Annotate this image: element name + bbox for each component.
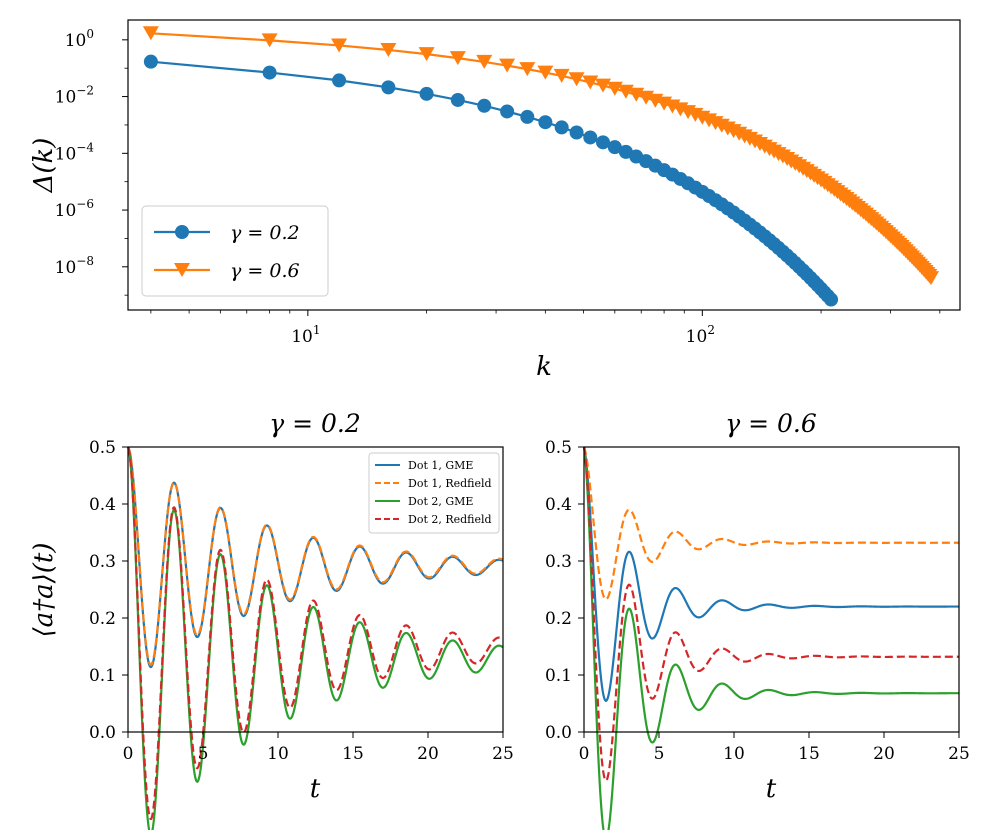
y-tick-label: 10−8 [55, 254, 94, 278]
x-tick-label: 5 [198, 744, 209, 764]
y-tick-label: 0.3 [89, 552, 116, 572]
data-point-gamma02 [538, 115, 553, 130]
data-point-gamma02 [554, 120, 569, 135]
y-tick-label: 0.0 [545, 723, 572, 743]
x-tick-label: 10 [723, 744, 745, 764]
data-point-gamma02 [381, 80, 396, 95]
y-tick-label: 0.5 [545, 438, 572, 458]
bottom-left-legend-box [368, 452, 500, 534]
bottom-right-title: γ = 0.6 [725, 409, 817, 438]
legend-label-gamma06: γ = 0.6 [230, 260, 300, 282]
data-point-gamma06 [142, 26, 159, 41]
data-point-gamma06 [537, 65, 554, 80]
legend-marker-gamma02 [175, 225, 189, 239]
y-tick-label: 10−4 [55, 140, 95, 164]
bottom-right-plot-frame [583, 446, 960, 733]
legend-label-dot2-gme: Dot 2, GME [408, 495, 473, 508]
data-point-gamma06 [519, 62, 536, 77]
data-point-gamma06 [568, 72, 585, 87]
legend-label-dot2-redfield: Dot 2, Redfield [408, 513, 492, 526]
bottom-left-ticks: 0 5 10 15 20 25 0.0 0.1 0.2 0.3 0.4 0.5 [89, 438, 514, 764]
top-xlabel: k [536, 352, 552, 382]
bottom-right-xlabel: t [766, 774, 777, 804]
data-point-gamma06 [418, 47, 435, 62]
y-tick-label: 100 [65, 27, 94, 51]
y-tick-label: 0.1 [89, 666, 116, 686]
data-point-gamma06 [499, 58, 516, 73]
top-lines [142, 26, 940, 307]
data-point-gamma06 [380, 42, 397, 57]
y-tick-label: 0.3 [545, 552, 572, 572]
bottom-right-lines [582, 446, 960, 830]
x-tick-label: 25 [492, 744, 514, 764]
series-line-dot2-redfield [126, 446, 504, 820]
data-point-gamma02 [520, 109, 535, 124]
x-tick-label: 101 [291, 323, 320, 347]
data-point-gamma06 [553, 68, 570, 83]
legend-label-dot1-gme: Dot 1, GME [408, 459, 473, 472]
series-line-dot1-gme [582, 446, 959, 703]
series-line-dot2-redfield [582, 446, 959, 782]
x-tick-label: 20 [417, 744, 439, 764]
y-tick-label: 0.4 [545, 495, 572, 515]
legend-label-gamma02: γ = 0.2 [230, 222, 300, 244]
data-point-gamma06 [923, 271, 940, 286]
data-point-gamma02 [500, 104, 515, 119]
bottom-left-plot-frame [127, 446, 504, 733]
data-point-gamma02 [824, 292, 839, 307]
data-point-gamma06 [261, 33, 278, 48]
y-tick-label: 0.2 [89, 609, 116, 629]
y-tick-label: 10−6 [55, 197, 94, 221]
data-point-gamma02 [262, 65, 277, 80]
data-point-gamma06 [331, 38, 348, 53]
data-point-gamma06 [476, 54, 493, 69]
data-point-gamma06 [449, 51, 466, 66]
x-tick-label: 15 [798, 744, 820, 764]
x-tick-label: 0 [579, 744, 590, 764]
bottom-left-legend: Dot 1, GME Dot 1, Redfield Dot 2, GME Do… [368, 452, 500, 534]
series-line-dot2-gme [582, 446, 960, 830]
y-tick-label: 0.2 [545, 609, 572, 629]
legend-marker-gamma06 [174, 263, 190, 277]
x-tick-label: 0 [123, 744, 134, 764]
data-point-gamma02 [477, 98, 492, 113]
series-line-dot1-redfield [582, 446, 959, 601]
bottom-left-xlabel: t [310, 774, 321, 804]
y-tick-label: 10−2 [55, 84, 94, 108]
x-tick-label: 10 [267, 744, 289, 764]
top-legend-box [141, 205, 329, 297]
bottom-right-ticks: 0 5 10 15 20 25 0.0 0.1 0.2 0.3 0.4 0.5 [545, 438, 970, 764]
y-tick-label: 0.1 [545, 666, 572, 686]
data-point-gamma06 [582, 75, 599, 90]
x-tick-label: 15 [342, 744, 364, 764]
data-point-gamma02 [332, 73, 347, 88]
y-tick-label: 0.4 [89, 495, 116, 515]
x-tick-label: 102 [686, 323, 715, 347]
data-point-gamma02 [450, 92, 465, 107]
top-legend: γ = 0.2 γ = 0.6 [141, 205, 329, 297]
series-line-dot1-redfield [127, 446, 504, 666]
top-plot-frame [127, 19, 961, 311]
bottom-left-ylabel: ⟨a†a⟩(t) [29, 542, 59, 637]
bottom-right-panel: 0 5 10 15 20 25 0.0 0.1 0.2 0.3 0.4 0.5 γ = 0.6 t [545, 409, 970, 830]
bottom-left-panel: 0 5 10 15 20 25 0.0 0.1 0.2 0.3 0.4 0.5 γ = 0.2 t ⟨… [29, 409, 514, 830]
data-point-gamma02 [607, 140, 622, 155]
top-ylabel: Δ(k) [29, 138, 59, 194]
legend-label-dot1-redfield: Dot 1, Redfield [408, 477, 492, 490]
y-tick-label: 0.5 [89, 438, 116, 458]
top-panel: 101 102 100 10−2 10−4 10−6 10−8 k Δ(k) γ = 0.2… [29, 19, 961, 382]
data-point-gamma02 [583, 130, 598, 145]
x-tick-label: 5 [654, 744, 665, 764]
data-point-gamma02 [419, 86, 434, 101]
x-tick-label: 20 [873, 744, 895, 764]
data-point-gamma06 [594, 78, 611, 93]
data-point-gamma02 [143, 54, 158, 69]
data-point-gamma02 [595, 135, 610, 150]
data-point-gamma02 [569, 125, 584, 140]
top-ticks: 101 102 100 10−2 10−4 10−6 10−8 [55, 27, 941, 347]
bottom-left-title: γ = 0.2 [269, 409, 361, 438]
y-tick-label: 0.0 [89, 723, 116, 743]
x-tick-label: 25 [948, 744, 970, 764]
